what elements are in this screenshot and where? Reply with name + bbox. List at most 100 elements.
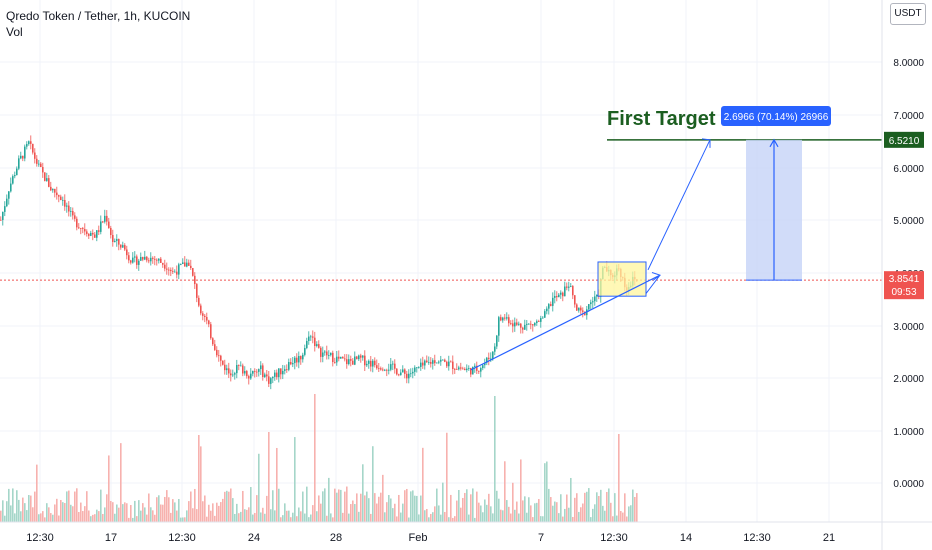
volume-indicator-label[interactable]: Vol [6, 25, 23, 39]
volume-bar [124, 502, 126, 522]
volume-bar [426, 508, 428, 522]
projection-arrow[interactable] [645, 138, 711, 294]
candle [130, 259, 132, 265]
volume-bar [392, 508, 394, 522]
volume-bar [380, 492, 382, 522]
volume-bar [258, 453, 260, 522]
volume-bar [32, 507, 34, 522]
volume-bar [76, 488, 78, 522]
price-axis-tick: 3.0000 [893, 322, 924, 333]
volume-bar [446, 432, 448, 522]
candle [102, 220, 104, 224]
candle [10, 177, 12, 193]
candle [560, 290, 562, 299]
candle [240, 361, 242, 367]
candle [238, 364, 240, 371]
volume-bar [460, 507, 462, 522]
candle [528, 323, 530, 325]
candle [14, 171, 16, 179]
volume-bar [240, 511, 242, 522]
chart-legend: Qredo Token / Tether, 1h, KUCOIN Vol [6, 8, 190, 40]
volume-bar [452, 517, 454, 522]
consolidation-box[interactable] [597, 261, 647, 297]
volume-bar [374, 493, 376, 522]
candle [518, 321, 520, 326]
price-axis-tick: 7.0000 [893, 111, 924, 122]
volume-bar [56, 498, 58, 522]
volume-bar [90, 516, 92, 522]
candle [438, 360, 440, 365]
volume-bar [26, 510, 28, 522]
volume-bar [86, 491, 88, 522]
volume-bar [614, 493, 616, 522]
candle [288, 358, 290, 372]
candle [472, 366, 474, 375]
candle [158, 258, 160, 264]
candle [366, 360, 368, 367]
volume-bar [48, 507, 50, 522]
volume-bar [248, 507, 250, 522]
volume-bar [226, 490, 228, 522]
volume-bar [324, 488, 326, 522]
volume-bar [36, 464, 38, 522]
volume-bar [30, 495, 32, 522]
candle [22, 155, 24, 162]
candle [98, 225, 100, 235]
candle [190, 259, 192, 270]
volume-bar [562, 516, 564, 522]
candle [358, 354, 360, 361]
volume-bar [496, 490, 498, 522]
candle [222, 360, 224, 366]
time-axis[interactable]: 12:30 17 12:30 24 28 Feb 7 12:30 14 12:30 21 [0, 521, 932, 544]
rising-trendline[interactable] [470, 274, 661, 371]
candle [160, 256, 162, 263]
candle [206, 312, 208, 325]
candle [494, 343, 496, 356]
candle [124, 243, 126, 252]
volume-bar [582, 503, 584, 522]
volume-bar [366, 491, 368, 522]
volume-bar [172, 499, 174, 522]
volume-bar [38, 514, 40, 522]
candle [128, 252, 130, 264]
candle [116, 234, 118, 247]
candle [310, 334, 312, 341]
volume-bar [358, 511, 360, 522]
volume-bar [88, 510, 90, 522]
volume-bar [18, 499, 20, 522]
currency-selector-button[interactable]: USDT [890, 3, 926, 25]
volume-bar [518, 513, 520, 522]
volume-bar [538, 499, 540, 522]
candle [34, 148, 36, 164]
candle [44, 172, 46, 182]
volume-bar [256, 495, 258, 522]
volume-bar [118, 507, 120, 522]
volume-bar [142, 503, 144, 522]
candle [68, 201, 70, 217]
candle [86, 229, 88, 237]
volume-bar [618, 434, 620, 522]
candle [100, 215, 102, 235]
candle [426, 355, 428, 363]
candle [138, 258, 140, 271]
candle [48, 175, 50, 188]
symbol-title[interactable]: Qredo Token / Tether, 1h, KUCOIN [6, 9, 191, 23]
candle [448, 355, 450, 371]
volume-bar [108, 455, 110, 522]
volume-bar [514, 509, 516, 522]
volume-bar [206, 516, 208, 522]
candle [166, 262, 168, 275]
candle [28, 140, 30, 146]
candle [338, 350, 340, 362]
candle [96, 230, 98, 242]
volume-bar [46, 503, 48, 522]
volume-bar [174, 502, 176, 522]
volume-bar [246, 509, 248, 522]
candle [362, 354, 364, 361]
volume-bar [42, 511, 44, 522]
candle [340, 356, 342, 359]
candle [568, 281, 570, 292]
volume-bar [304, 513, 306, 522]
candle [594, 290, 596, 306]
